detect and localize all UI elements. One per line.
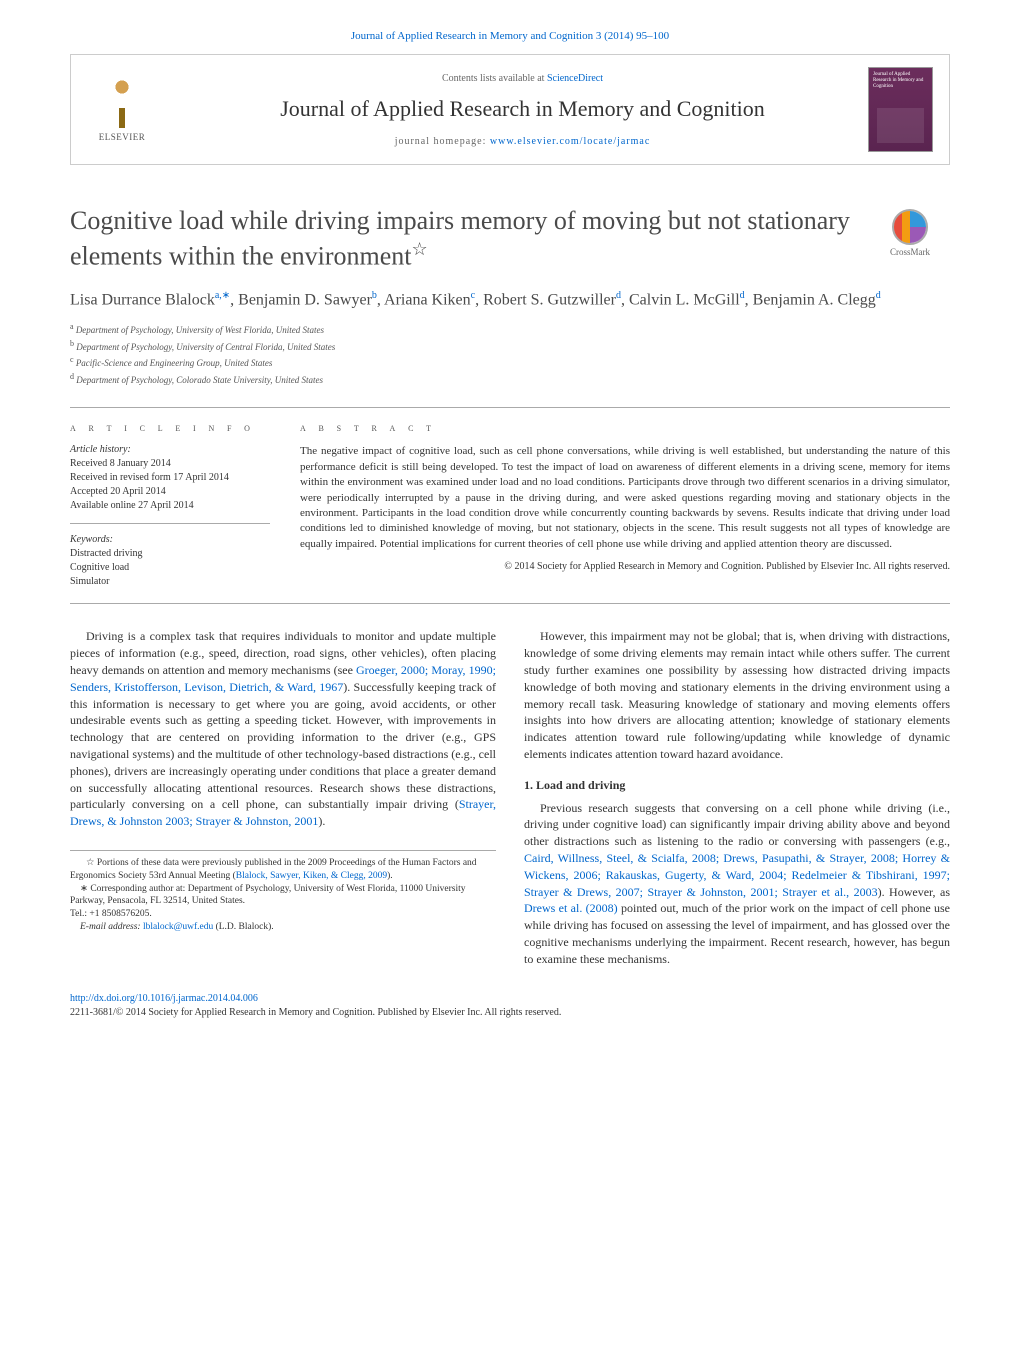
affiliations: a Department of Psychology, University o… <box>70 321 950 387</box>
citation-link[interactable]: Journal of Applied Research in Memory an… <box>351 30 669 42</box>
footnote-corresponding: ∗ Corresponding author at: Department of… <box>70 883 496 909</box>
elsevier-logo: ELSEVIER <box>87 70 157 150</box>
footnotes: ☆ Portions of these data were previously… <box>70 850 496 934</box>
homepage-prefix: journal homepage: <box>395 136 490 147</box>
body-paragraph: However, this impairment may not be glob… <box>524 628 950 762</box>
abstract-text: The negative impact of cognitive load, s… <box>300 444 950 552</box>
elsevier-tree-icon <box>97 78 147 128</box>
section-heading: 1. Load and driving <box>524 777 950 794</box>
email-link[interactable]: lblalock@uwf.edu <box>143 922 213 932</box>
sciencedirect-link[interactable]: ScienceDirect <box>547 73 603 84</box>
body-text: Previous research suggests that conversi… <box>524 801 950 849</box>
cover-text: Journal of Applied Research in Memory an… <box>869 68 932 94</box>
body-columns: Driving is a complex task that requires … <box>70 628 950 967</box>
masthead-center: Contents lists available at ScienceDirec… <box>177 73 868 147</box>
article-info-label: a r t i c l e i n f o <box>70 422 270 434</box>
abstract-copyright: © 2014 Society for Applied Research in M… <box>300 560 950 574</box>
email-post: (L.D. Blalock). <box>213 922 273 932</box>
citation-link[interactable]: Blalock, Sawyer, Kiken, & Clegg, 2009 <box>236 871 387 881</box>
history-block: Article history: Received 8 January 2014… <box>70 444 270 524</box>
title-note-marker: ☆ <box>412 239 428 259</box>
keywords-label: Keywords: <box>70 534 270 545</box>
footnote-email: E-mail address: lblalock@uwf.edu (L.D. B… <box>70 921 496 934</box>
doi-link[interactable]: http://dx.doi.org/10.1016/j.jarmac.2014.… <box>70 993 258 1004</box>
contents-line: Contents lists available at ScienceDirec… <box>177 73 868 84</box>
article-header: CrossMark Cognitive load while driving i… <box>70 205 950 387</box>
body-text: ). <box>318 814 325 828</box>
info-abstract-row: a r t i c l e i n f o Article history: R… <box>70 407 950 604</box>
history-line: Available online 27 April 2014 <box>70 499 270 513</box>
body-paragraph: Driving is a complex task that requires … <box>70 628 496 830</box>
homepage-line: journal homepage: www.elsevier.com/locat… <box>177 136 868 147</box>
history-line: Received 8 January 2014 <box>70 457 270 471</box>
abstract-label: a b s t r a c t <box>300 422 950 434</box>
journal-cover: Journal of Applied Research in Memory an… <box>868 67 933 152</box>
homepage-link[interactable]: www.elsevier.com/locate/jarmac <box>490 136 650 147</box>
body-paragraph: Previous research suggests that conversi… <box>524 800 950 968</box>
body-text: ). Successfully keeping track of this in… <box>70 680 496 812</box>
authors: Lisa Durrance Blalocka,∗, Benjamin D. Sa… <box>70 289 950 312</box>
column-right: However, this impairment may not be glob… <box>524 628 950 967</box>
footnote-tel: Tel.: +1 8508576205. <box>70 908 496 921</box>
article-info: a r t i c l e i n f o Article history: R… <box>70 422 270 589</box>
issn-line: 2211-3681/© 2014 Society for Applied Res… <box>70 1006 950 1020</box>
title-text: Cognitive load while driving impairs mem… <box>70 206 850 270</box>
crossmark-badge[interactable]: CrossMark <box>870 209 950 257</box>
history-line: Accepted 20 April 2014 <box>70 485 270 499</box>
contents-prefix: Contents lists available at <box>442 73 547 84</box>
crossmark-label: CrossMark <box>870 247 950 257</box>
keywords-block: Keywords: Distracted driving Cognitive l… <box>70 534 270 589</box>
keyword: Distracted driving <box>70 547 270 561</box>
crossmark-icon <box>892 209 928 245</box>
footer: http://dx.doi.org/10.1016/j.jarmac.2014.… <box>70 992 950 1020</box>
running-head: Journal of Applied Research in Memory an… <box>70 30 950 42</box>
abstract: a b s t r a c t The negative impact of c… <box>300 422 950 589</box>
footnote-text: ). <box>387 871 393 881</box>
article-title: Cognitive load while driving impairs mem… <box>70 205 950 273</box>
keyword: Simulator <box>70 575 270 589</box>
masthead: ELSEVIER Contents lists available at Sci… <box>70 54 950 165</box>
elsevier-label: ELSEVIER <box>99 132 146 142</box>
page: Journal of Applied Research in Memory an… <box>0 0 1020 1060</box>
footnote-star: ☆ Portions of these data were previously… <box>70 857 496 883</box>
column-left: Driving is a complex task that requires … <box>70 628 496 967</box>
history-label: Article history: <box>70 444 270 455</box>
journal-name: Journal of Applied Research in Memory an… <box>177 96 868 122</box>
citation-link[interactable]: Drews et al. (2008) <box>524 901 618 915</box>
keyword: Cognitive load <box>70 561 270 575</box>
history-line: Received in revised form 17 April 2014 <box>70 471 270 485</box>
body-text: ). However, as <box>878 885 950 899</box>
email-label: E-mail address: <box>80 922 143 932</box>
